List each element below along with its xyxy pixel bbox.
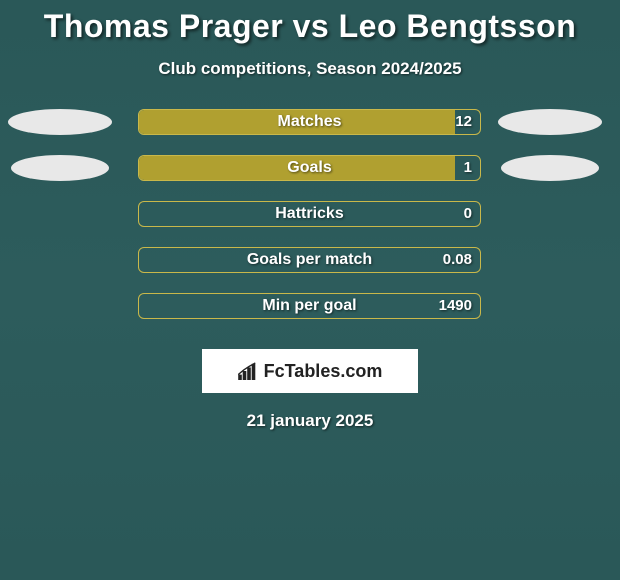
comparison-chart: Matches12 Goals1 Hattricks0 Goals per match…: [0, 109, 620, 339]
left-ellipse: [8, 109, 112, 135]
brand-text: FcTables.com: [264, 361, 383, 382]
chart-bars-icon: [238, 362, 260, 380]
bar-value: 12: [455, 113, 472, 130]
chart-row: Min per goal1490: [0, 293, 620, 339]
chart-row: Goals per match0.08: [0, 247, 620, 293]
bar-value: 1: [464, 159, 472, 176]
chart-row: Goals1: [0, 155, 620, 201]
bar-label: Goals per match: [139, 251, 480, 269]
brand-box[interactable]: FcTables.com: [202, 349, 418, 393]
bar-track: Goals per match0.08: [138, 247, 481, 273]
right-ellipse: [501, 155, 599, 181]
bar-value: 0: [464, 205, 472, 222]
subtitle: Club competitions, Season 2024/2025: [0, 59, 620, 79]
left-ellipse: [11, 155, 109, 181]
bar-label: Hattricks: [139, 205, 480, 223]
bar-track: Goals1: [138, 155, 481, 181]
bar-fill: [139, 156, 455, 180]
bar-track: Min per goal1490: [138, 293, 481, 319]
chart-row: Matches12: [0, 109, 620, 155]
bar-label: Min per goal: [139, 297, 480, 315]
right-ellipse: [498, 109, 602, 135]
chart-row: Hattricks0: [0, 201, 620, 247]
date-label: 21 january 2025: [0, 411, 620, 431]
bar-value: 1490: [439, 297, 472, 314]
bar-fill: [139, 110, 455, 134]
page-title: Thomas Prager vs Leo Bengtsson: [0, 0, 620, 45]
bar-value: 0.08: [443, 251, 472, 268]
bar-track: Hattricks0: [138, 201, 481, 227]
bar-track: Matches12: [138, 109, 481, 135]
